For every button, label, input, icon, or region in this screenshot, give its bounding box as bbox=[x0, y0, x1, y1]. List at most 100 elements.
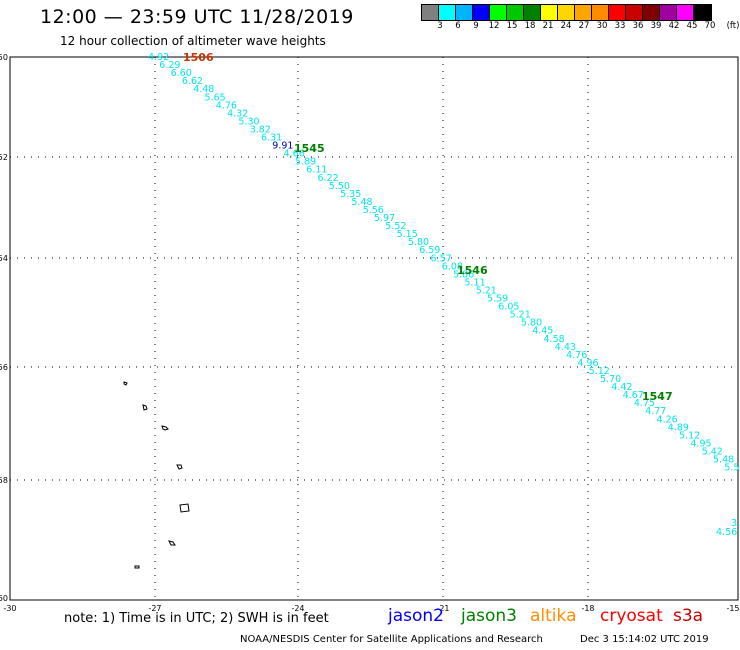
island-outline bbox=[134, 565, 140, 569]
scale-label: 30 bbox=[596, 21, 608, 31]
footer-timestamp: Dec 3 15:14:02 UTC 2019 bbox=[580, 634, 709, 645]
scale-swatch bbox=[439, 5, 456, 20]
map-grid bbox=[10, 57, 738, 600]
legend-jason3: jason3 bbox=[461, 606, 517, 626]
axis-labels: -50 -52 -54 -56 -58 -60-30 -27 -24 -21 -18 -15 bbox=[0, 53, 740, 613]
latitude-label: -52 bbox=[0, 153, 8, 162]
wave-height-value: 5.12 bbox=[679, 430, 700, 441]
wave-height-value: 5.51 bbox=[724, 463, 740, 474]
wave-height-value: 4.56 bbox=[716, 527, 737, 538]
wave-height-value: 4.89 bbox=[668, 422, 689, 433]
scale-label: 27 bbox=[578, 21, 590, 31]
wave-height-value: 4.76 bbox=[566, 350, 587, 361]
footer-credit: NOAA/NESDIS Center for Satellite Applica… bbox=[240, 634, 543, 645]
wave-height-value: 3.82 bbox=[250, 124, 271, 135]
scale-swatch bbox=[660, 5, 677, 20]
wave-height-value: 4.32 bbox=[227, 108, 248, 119]
wave-height-value: 3. bbox=[731, 518, 740, 529]
latitude-label: -60 bbox=[0, 594, 8, 603]
wave-height-value: 5.65 bbox=[205, 92, 226, 103]
wave-height-value: 4.66 bbox=[284, 149, 305, 160]
scale-unit: (ft) bbox=[726, 21, 740, 31]
island-outline bbox=[161, 425, 169, 431]
scale-label: 15 bbox=[506, 21, 518, 31]
legend-jason2: jason2 bbox=[388, 606, 444, 626]
scale-swatch bbox=[507, 5, 524, 20]
longitude-label: -18 bbox=[581, 604, 594, 613]
wave-height-value: 6.22 bbox=[318, 173, 339, 184]
wave-height-value: 9.91 bbox=[272, 141, 293, 152]
scale-label: 36 bbox=[632, 21, 644, 31]
scale-label: 24 bbox=[560, 21, 572, 31]
page-title: 12:00 — 23:59 UTC 11/28/2019 bbox=[40, 6, 354, 28]
scale-swatch bbox=[575, 5, 592, 20]
wave-height-value: 5.48 bbox=[713, 455, 734, 466]
pass-label: 1547 bbox=[642, 390, 673, 403]
wave-height-value: 4.43 bbox=[555, 342, 576, 353]
wave-height-value: 5.56 bbox=[363, 205, 384, 216]
wave-height-value: 5.30 bbox=[238, 116, 259, 127]
legend-altika: altika bbox=[530, 606, 577, 626]
scale-swatch bbox=[558, 5, 575, 20]
wave-height-value: 4.75 bbox=[634, 398, 655, 409]
scale-swatch bbox=[456, 5, 473, 20]
wave-height-value: 4.96 bbox=[577, 358, 598, 369]
island-outlines bbox=[123, 381, 190, 569]
altimeter-track: 4.926.296.606.624.485.654.764.325.303.82… bbox=[148, 52, 740, 538]
wave-height-value: 5.86 bbox=[453, 269, 474, 280]
scale-swatch bbox=[643, 5, 660, 20]
island-outline bbox=[179, 503, 190, 513]
longitude-label: -15 bbox=[726, 604, 739, 613]
wave-height-value: 4.95 bbox=[690, 438, 711, 449]
scale-swatch bbox=[490, 5, 507, 20]
wave-height-value: 5.48 bbox=[351, 197, 372, 208]
wave-height-value: 5.89 bbox=[295, 157, 316, 168]
latitude-label: -58 bbox=[0, 476, 8, 485]
wave-height-value: 5.42 bbox=[702, 446, 723, 457]
latitude-label: -54 bbox=[0, 254, 8, 263]
scale-swatch bbox=[422, 5, 439, 20]
pass-label: 1545 bbox=[294, 142, 325, 155]
map-frame bbox=[9, 56, 739, 601]
wave-height-value: 4.42 bbox=[611, 382, 632, 393]
scale-swatch bbox=[592, 5, 609, 20]
wave-height-value: 4.67 bbox=[623, 390, 644, 401]
wave-height-value: 5.80 bbox=[408, 237, 429, 248]
wave-height-value: 5.21 bbox=[510, 310, 531, 321]
wave-height-value: 6.05 bbox=[498, 302, 519, 313]
latitude-label: -56 bbox=[0, 363, 8, 372]
wave-height-value: 5.80 bbox=[521, 318, 542, 329]
scale-label: 3 bbox=[437, 21, 443, 31]
wave-height-value: 5.11 bbox=[464, 277, 485, 288]
wave-height-value: 5.59 bbox=[487, 294, 508, 305]
island-outline bbox=[176, 464, 183, 470]
page-subtitle: 12 hour collection of altimeter wave hei… bbox=[60, 34, 326, 48]
wave-height-value: 5.12 bbox=[589, 366, 610, 377]
wave-height-scale-labels: 3 6 9 12 15 18 21 24 27 30 33 36 39 42 45 70 (ft) bbox=[421, 21, 740, 33]
map-border bbox=[9, 56, 739, 601]
wave-height-value: 5.21 bbox=[476, 285, 497, 296]
island-outline bbox=[168, 540, 176, 546]
wave-height-value: 4.26 bbox=[657, 414, 678, 425]
scale-label: 12 bbox=[488, 21, 500, 31]
wave-height-value: 6.60 bbox=[171, 68, 192, 79]
scale-swatch bbox=[541, 5, 558, 20]
wave-height-value: 5.50 bbox=[329, 181, 350, 192]
scale-label: 6 bbox=[455, 21, 461, 31]
wave-height-value: 4.77 bbox=[645, 406, 666, 417]
scale-swatch bbox=[524, 5, 541, 20]
scale-swatch bbox=[609, 5, 626, 20]
island-outline bbox=[123, 381, 128, 386]
note-text: note: 1) Time is in UTC; 2) SWH is in fe… bbox=[64, 611, 329, 626]
scale-label: 39 bbox=[650, 21, 662, 31]
scale-swatch bbox=[677, 5, 694, 20]
wave-height-value: 6.57 bbox=[431, 253, 452, 264]
wave-height-value: 5.35 bbox=[340, 189, 361, 200]
wave-height-value: 6.11 bbox=[306, 165, 327, 176]
scale-label: 33 bbox=[614, 21, 626, 31]
wave-height-value: 6.29 bbox=[159, 60, 180, 71]
legend-cryosat: cryosat bbox=[600, 606, 663, 626]
wave-height-value: 6.59 bbox=[419, 245, 440, 256]
